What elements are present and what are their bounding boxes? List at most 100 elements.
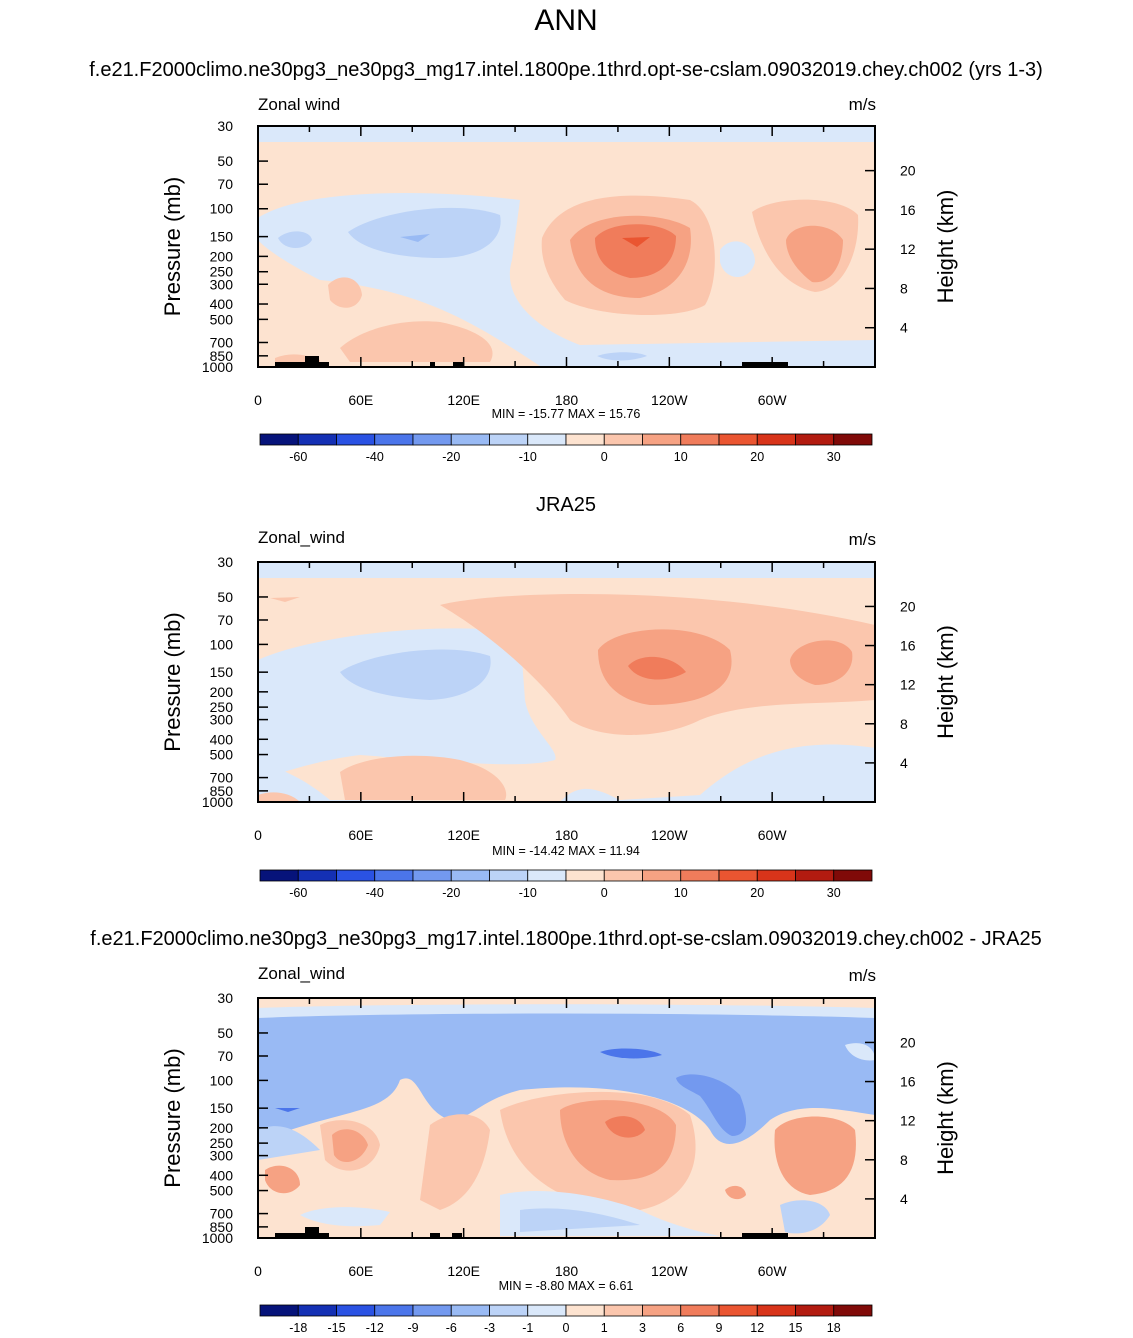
y-tick-label: 50 [217,153,233,169]
colorbar-label: 18 [827,1321,841,1335]
y2-tick-label: 16 [900,638,916,654]
contour-positive-west-core [332,1129,368,1163]
y-tick-label: 250 [210,1135,234,1151]
y-tick-label: 250 [210,264,234,280]
y2-tick-label: 8 [900,1152,908,1168]
panel-diff: f.e21.F2000climo.ne30pg3_ne30pg3_mg17.in… [90,928,1041,1335]
colorbar-swatch [565,869,605,882]
colorbar-swatch [527,1304,567,1317]
colorbar-swatch [259,869,299,882]
colorbar-swatch [603,1304,643,1317]
y-tick-label: 70 [217,176,233,192]
x-tick-label: 180 [555,1263,579,1279]
y-tick-label: 30 [217,118,233,134]
colorbar-label: -20 [442,450,460,464]
x-tick-label: 180 [555,392,579,408]
y-tick-label: 150 [210,229,234,245]
colorbar-swatch [259,433,299,446]
colorbar-swatch [450,433,490,446]
x-tick-label: 120W [651,392,688,408]
y-tick-label: 250 [210,699,234,715]
colorbar-swatch [718,869,758,882]
contour-negative-west [258,1126,320,1160]
x-tick-label: 120W [651,827,688,843]
contour-positive-lower [340,755,507,800]
colorbar-swatch [603,869,643,882]
colorbar-label: 30 [827,450,841,464]
y-axis-title: Pressure (mb) [160,1048,185,1187]
contour-negative-core-east [676,1074,747,1136]
contour-negative-lower-east [780,1200,830,1234]
y-tick-label: 300 [210,712,234,728]
colorbar-label: 0 [563,1321,570,1335]
main-title: ANN [534,4,597,37]
colorbar-swatch [718,1304,758,1317]
y-tick-label: 200 [210,248,234,264]
colorbar-label: -15 [327,1321,345,1335]
panel-model-min-max: MIN = -15.77 MAX = 15.76 [492,407,641,421]
y-tick-label: 300 [210,276,234,292]
y2-tick-label: 20 [900,1034,916,1050]
colorbar-label: 15 [789,1321,803,1335]
y2-axis-title: Height (km) [933,625,958,739]
colorbar-swatch [718,433,758,446]
colorbar-swatch [450,1304,490,1317]
terrain-block [742,362,788,367]
colorbar-swatch [412,869,452,882]
x-tick-label: 0 [254,1263,262,1279]
y2-tick-label: 16 [900,1074,916,1090]
y-tick-label: 500 [210,747,234,763]
y-tick-label: 100 [210,636,234,652]
y2-tick-label: 8 [900,716,908,732]
y-tick-label: 100 [210,1072,234,1088]
y-tick-label: 1000 [202,1230,233,1246]
colorbar-label: 0 [601,450,608,464]
colorbar-label: 30 [827,886,841,900]
colorbar-label: 20 [750,450,764,464]
colorbar-label: 1 [601,1321,608,1335]
y-tick-label: 30 [217,990,233,1006]
y-tick-label: 400 [210,296,234,312]
colorbar-swatch [756,869,796,882]
colorbar-swatch [297,1304,337,1317]
colorbar-label: -10 [519,450,537,464]
y2-tick-label: 8 [900,280,908,296]
contour-positive-small [328,277,362,308]
colorbar-label: -10 [519,886,537,900]
colorbar-label: -20 [442,886,460,900]
contour-positive-small-east [725,1185,746,1200]
y2-tick-label: 16 [900,202,916,218]
x-tick-label: 0 [254,392,262,408]
contour-positive-column [420,1114,490,1210]
x-tick-label: 60E [348,392,373,408]
x-tick-label: 60E [348,827,373,843]
colorbar-swatch [833,433,873,446]
panel-model-variable-label: Zonal wind [258,95,340,114]
y-tick-label: 500 [210,311,234,327]
colorbar-label: -40 [366,450,384,464]
y-tick-label: 1000 [202,359,233,375]
y-tick-label: 150 [210,1100,234,1116]
terrain-block [430,1233,440,1238]
y-tick-label: 850 [210,1219,234,1235]
y-tick-label: 850 [210,348,234,364]
contour-positive-atlantic [774,1116,856,1195]
colorbar-swatch [642,1304,682,1317]
contour-jet-pacific-max [622,237,650,247]
panel-diff-variable-label: Zonal_wind [258,964,345,983]
y-tick-label: 50 [217,589,233,605]
colorbar-swatch [374,433,414,446]
x-tick-label: 60W [758,1263,788,1279]
colorbar-label: -60 [289,886,307,900]
colorbar-swatch [527,869,567,882]
panel-model-colorbar: -60 -40 -20 -10 0 10 20 30 [259,433,873,464]
panel-obs-variable-label: Zonal_wind [258,528,345,547]
y2-tick-label: 4 [900,1191,908,1207]
colorbar-label: 0 [601,886,608,900]
colorbar-swatch [833,869,873,882]
x-tick-label: 120E [447,1263,480,1279]
colorbar-swatch [680,433,720,446]
